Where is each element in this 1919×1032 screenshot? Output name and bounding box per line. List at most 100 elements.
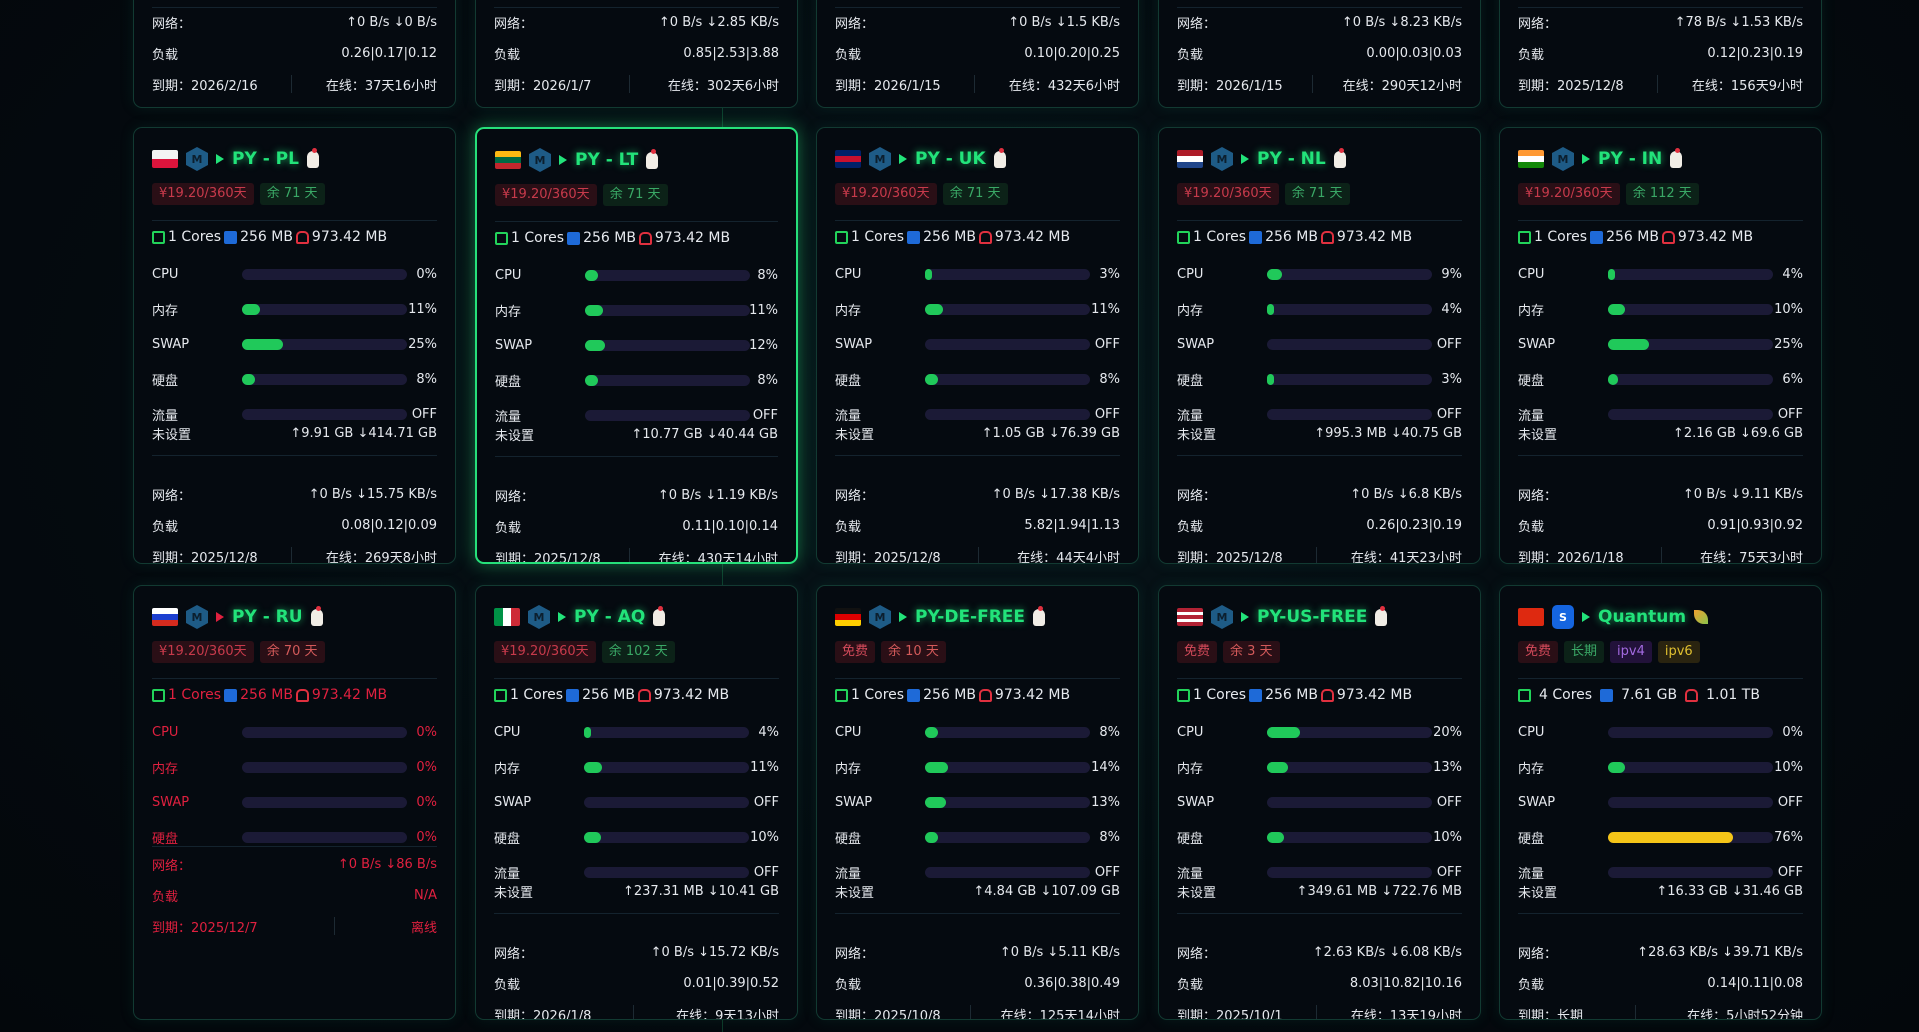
server-name[interactable]: PY - RU [232, 607, 303, 627]
load-label: 负载 [1177, 519, 1204, 535]
server-name[interactable]: PY - PL [232, 149, 299, 169]
load-value: 0.01|0.39|0.52 [683, 975, 779, 991]
progress-fill [585, 375, 599, 386]
metric-traffic: 流量 OFF [1518, 404, 1803, 425]
progress-bar-disk [242, 832, 407, 843]
expire-value: 长期 [1557, 1008, 1584, 1020]
server-name[interactable]: PY-DE-FREE [915, 607, 1026, 627]
divider [1177, 678, 1462, 679]
server-name[interactable]: PY - LT [575, 150, 639, 170]
metric-label: SWAP [494, 795, 532, 810]
expire-row: 到期：2026/2/16 在线：37天16小时 [152, 74, 437, 94]
progress-bar-mem [1267, 304, 1432, 315]
progress-bar-swap [1608, 339, 1773, 350]
expire: 到期：2026/1/15 [1177, 75, 1283, 94]
specs-row: 1 Cores 256 MB 973.42 MB [152, 687, 445, 703]
traffic-unset-label: 未设置 [1518, 885, 1558, 901]
server-card[interactable]: S Quantum 免费 长期 ipv4 ipv6 4 Cores 7.61 GB 1.01 T… [1499, 585, 1822, 1020]
metric-value: 12% [749, 338, 778, 353]
net-up: ↑0 B/s [1682, 486, 1727, 502]
server-card[interactable]: M PY - IN ¥19.20/360天余 112 天 1 Cores 256 MB 9… [1499, 127, 1822, 564]
server-card[interactable]: M PY - PL ¥19.20/360天余 71 天 1 Cores 256 MB 97… [133, 127, 456, 564]
progress-bar-mem [925, 304, 1090, 315]
progress-fill [925, 797, 947, 808]
load-row: 负载 N/A [152, 885, 437, 905]
metric-label: 流量 [495, 410, 522, 425]
separator [1661, 547, 1663, 563]
metric-cpu: CPU 0% [152, 722, 437, 743]
tag-long: 长期 [1564, 641, 1605, 663]
cores: 1 Cores [168, 687, 222, 703]
network-row: 网络： ↑0 B/s ↓8.23 KB/s [1177, 12, 1462, 32]
server-card-partial[interactable]: 网络： ↑0 B/s ↓1.5 KB/s 负载 0.10|0.20|0.25 到期：20… [816, 0, 1139, 108]
metric-disk: 硬盘 8% [495, 370, 778, 391]
progress-fill [1608, 832, 1734, 843]
metric-label: SWAP [495, 338, 533, 353]
online-label: 在线： [1350, 550, 1390, 564]
server-card-partial[interactable]: 网络： ↑78 B/s ↓1.53 KB/s 负载 0.12|0.23|0.19 到期：… [1499, 0, 1822, 108]
server-name[interactable]: PY - NL [1257, 149, 1326, 169]
server-card[interactable]: M PY - AQ ¥19.20/360天余 102 天 1 Cores 256 MB 9… [475, 585, 798, 1020]
progress-bar-disk [585, 375, 750, 386]
net-down: ↓6.08 KB/s [1389, 944, 1462, 960]
traffic-down: ↓69.6 GB [1740, 425, 1803, 441]
server-card[interactable]: M PY - UK ¥19.20/360天余 71 天 1 Cores 256 MB 97… [816, 127, 1139, 564]
server-name[interactable]: PY - AQ [574, 607, 646, 627]
server-name[interactable]: PY - IN [1598, 149, 1663, 169]
network-speed: ↑0 B/s ↓9.11 KB/s [1683, 487, 1803, 502]
server-card[interactable]: M PY - LT ¥19.20/360天余 71 天 1 Cores 256 MB 97… [475, 127, 798, 564]
progress-bar-swap [585, 340, 750, 351]
chicken-icon [1333, 147, 1346, 168]
network-label: 网络： [152, 16, 192, 32]
server-card[interactable]: M PY-US-FREE 免费余 3 天 1 Cores 256 MB 973.42 MB… [1158, 585, 1481, 1020]
divider [835, 7, 1120, 8]
expire-row: 到期：2025/12/8 在线：41天23小时 [1177, 546, 1462, 564]
server-card-partial[interactable]: 网络： ↑0 B/s ↓8.23 KB/s 负载 0.00|0.03|0.03 到期：2… [1158, 0, 1481, 108]
net-up: ↑2.63 KB/s [1312, 944, 1386, 960]
traffic-unset-label: 未设置 [1177, 427, 1217, 443]
metric-swap: SWAP 13% [835, 792, 1120, 813]
server-card-partial[interactable]: 网络： ↑0 B/s ↓2.85 KB/s 负载 0.85|2.53|3.88 到期：2… [475, 0, 798, 108]
metric-value: 8% [757, 373, 778, 388]
metric-label: CPU [152, 267, 179, 282]
load-label: 负载 [1518, 977, 1545, 993]
metric-value: 0% [416, 725, 437, 740]
traffic-up: ↑16.33 GB [1656, 883, 1728, 899]
expire-label: 到期： [1518, 78, 1558, 94]
online-label: 在线： [1000, 1008, 1040, 1020]
load-value: 0.91|0.93|0.92 [1707, 517, 1803, 533]
network-row: 网络： ↑78 B/s ↓1.53 KB/s [1518, 12, 1803, 32]
online: 在线：430天14小时 [659, 548, 778, 563]
flag-cn-icon [1518, 608, 1544, 626]
load-label: 负载 [835, 519, 862, 535]
metric-value: OFF [753, 865, 779, 880]
traffic-down: ↓31.46 GB [1731, 883, 1803, 899]
metric-cpu: CPU 20% [1177, 722, 1462, 743]
metric-mem: 内存 13% [1177, 757, 1462, 778]
network-speed: ↑0 B/s ↓1.5 KB/s [1008, 15, 1120, 30]
metric-value: 3% [1441, 372, 1462, 387]
server-card-partial[interactable]: 网络： ↑0 B/s ↓0 B/s 负载 0.26|0.17|0.12 到期：2026/… [133, 0, 456, 108]
progress-bar-swap [925, 339, 1090, 350]
metric-value: 25% [408, 337, 437, 352]
memory-icon [1590, 230, 1604, 244]
online-value: 290天12小时 [1381, 78, 1462, 94]
metric-value: OFF [1777, 865, 1803, 880]
metric-cpu: CPU 8% [835, 722, 1120, 743]
server-name[interactable]: PY - UK [915, 149, 986, 169]
tag-remain: 余 112 天 [1625, 183, 1699, 205]
expire-value: 2026/1/15 [1216, 78, 1283, 94]
quantum-logo-icon: S [1552, 605, 1574, 629]
divider [152, 846, 437, 847]
metric-value: 14% [1091, 760, 1120, 775]
traffic-detail: 未设置 ↑16.33 GB ↓31.46 GB [1518, 883, 1803, 901]
disk-size: 973.42 MB [994, 229, 1071, 245]
server-card[interactable]: M PY-DE-FREE 免费余 10 天 1 Cores 256 MB 973.42 M… [816, 585, 1139, 1020]
server-card[interactable]: M PY - NL ¥19.20/360天余 71 天 1 Cores 256 MB 97… [1158, 127, 1481, 564]
server-name[interactable]: PY-US-FREE [1257, 607, 1368, 627]
memory-icon [907, 230, 921, 244]
net-down: ↓15.72 KB/s [698, 944, 779, 960]
metric-traffic: 流量 OFF [494, 862, 779, 883]
server-card[interactable]: M PY - RU ¥19.20/360天余 70 天 1 Cores 256 MB 97… [133, 585, 456, 1020]
server-name[interactable]: Quantum [1598, 607, 1687, 627]
